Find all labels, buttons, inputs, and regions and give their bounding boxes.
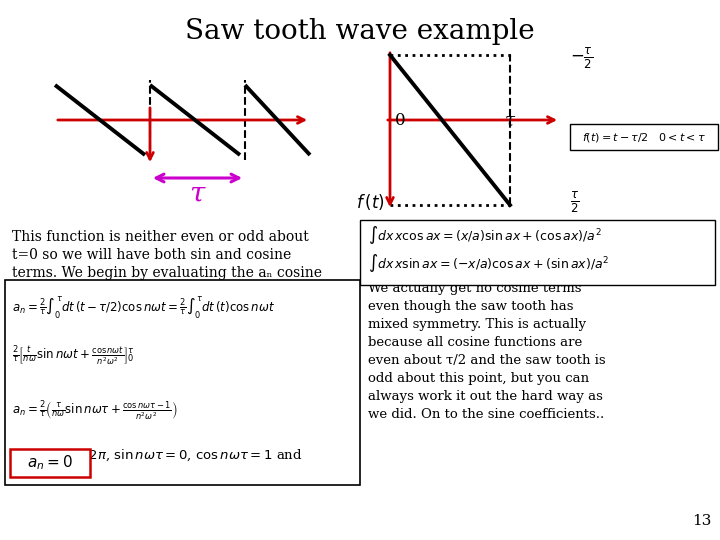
Bar	[570, 124, 718, 150]
Text: $\int dx\, x\cos ax=(x/a)\sin ax+(\cos ax)/a^2$: $\int dx\, x\cos ax=(x/a)\sin ax+(\cos a…	[368, 224, 602, 246]
Text: odd about this point, but you can: odd about this point, but you can	[368, 372, 589, 385]
Text: mixed symmetry. This is actually: mixed symmetry. This is actually	[368, 318, 586, 331]
Text: terms. We begin by evaluating the aₙ cosine: terms. We begin by evaluating the aₙ cos…	[12, 266, 322, 280]
Text: 0: 0	[395, 112, 405, 129]
Text: $\frac{\tau}{2}$: $\frac{\tau}{2}$	[570, 190, 580, 215]
Bar	[10, 449, 90, 477]
Text: This function is neither even or odd about: This function is neither even or odd abo…	[12, 230, 309, 244]
Text: because all cosine functions are: because all cosine functions are	[368, 336, 582, 349]
Text: τ: τ	[189, 181, 204, 208]
Text: rather than −τ/2 to τ/2 as we did last time.: rather than −τ/2 to τ/2 as we did last t…	[12, 302, 315, 316]
Text: We actually get no cosine terms: We actually get no cosine terms	[368, 282, 582, 295]
Text: $-\frac{\tau}{2}$: $-\frac{\tau}{2}$	[570, 45, 593, 71]
Text: $a_n=\frac{2}{\tau}\left(\frac{\tau}{n\omega}\sin n\omega\tau+\frac{\cos n\omega: $a_n=\frac{2}{\tau}\left(\frac{\tau}{n\o…	[12, 400, 178, 423]
Text: we did. On to the sine coefficients..: we did. On to the sine coefficients..	[368, 408, 604, 421]
Text: always work it out the hard way as: always work it out the hard way as	[368, 390, 603, 403]
Text: t=0 so we will have both sin and cosine: t=0 so we will have both sin and cosine	[12, 248, 292, 262]
Text: $a_n=0$: $a_n=0$	[27, 454, 73, 472]
Text: $a_n=\frac{2}{\tau}\int_0^{\tau}dt\,(t-\tau/2)\cos n\omega t=\frac{2}{\tau}\int_: $a_n=\frac{2}{\tau}\int_0^{\tau}dt\,(t-\…	[12, 295, 275, 321]
Text: $\int dx\, x\sin ax=(-x/a)\cos ax+(\sin ax)/a^2$: $\int dx\, x\sin ax=(-x/a)\cos ax+(\sin …	[368, 252, 609, 274]
Text: $f\,(t)$: $f\,(t)$	[356, 192, 385, 212]
Text: even about τ/2 and the saw tooth is: even about τ/2 and the saw tooth is	[368, 354, 606, 367]
Text: $f(t)=t-\tau/2 \quad 0{<}t{<}\tau$: $f(t)=t-\tau/2 \quad 0{<}t{<}\tau$	[582, 131, 706, 144]
Text: τ: τ	[505, 112, 515, 130]
Text: Saw tooth wave example: Saw tooth wave example	[185, 18, 535, 45]
Text: even though the saw tooth has: even though the saw tooth has	[368, 300, 574, 313]
Text: 13: 13	[693, 514, 712, 528]
Bar	[5, 280, 360, 485]
Bar	[360, 220, 715, 285]
Text: terms. This time we integrate from 0 to τ: terms. This time we integrate from 0 to …	[12, 284, 302, 298]
Text: Since $\omega\tau=2\pi$, $\sin n\omega\tau=0$, $\cos n\omega\tau=1$ and: Since $\omega\tau=2\pi$, $\sin n\omega\t…	[12, 448, 302, 463]
Text: $\frac{2}{\tau}\left[\frac{t}{n\omega}\sin n\omega t+\frac{\cos n\omega t}{n^2\o: $\frac{2}{\tau}\left[\frac{t}{n\omega}\s…	[12, 345, 135, 368]
